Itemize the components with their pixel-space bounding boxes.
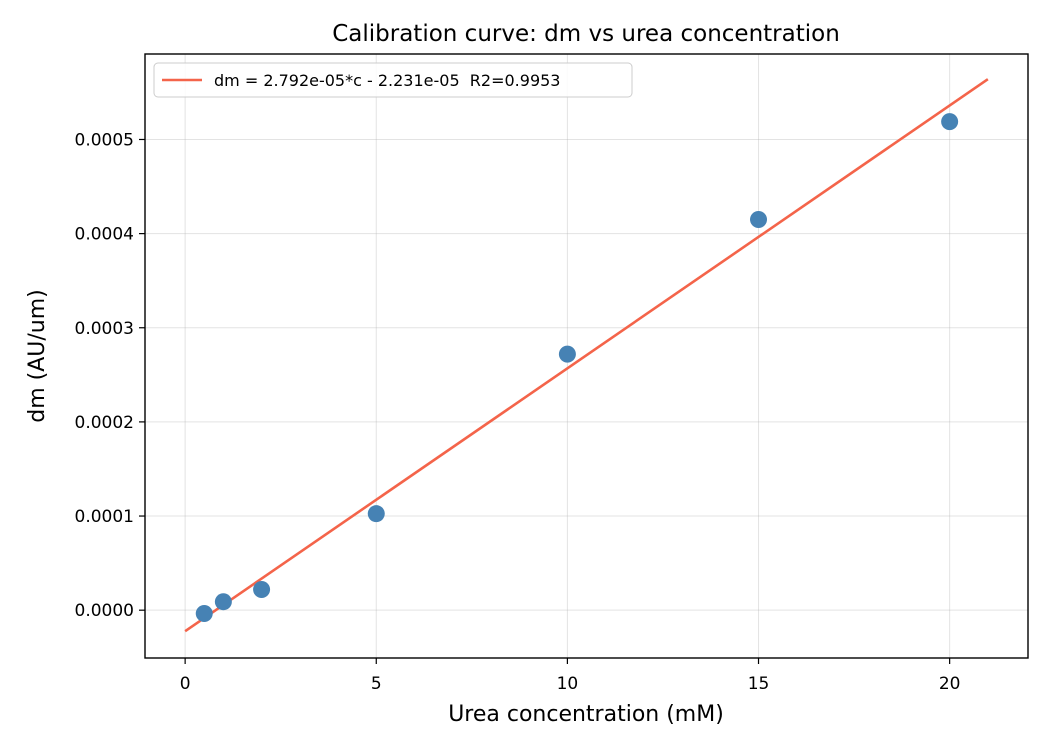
axis-ticks-layer: 0 5 10 15 20 0.0000 0.0001 0.0002 0.0003 0.0004 0.…	[75, 130, 961, 694]
data-point	[195, 604, 213, 622]
plot-area-frame	[144, 53, 1029, 659]
data-points-layer	[195, 113, 959, 622]
y-tick-label: 0.0001	[75, 507, 134, 527]
x-tick-label: 5	[371, 674, 382, 694]
data-point	[214, 593, 232, 611]
x-tick-label: 0	[180, 674, 191, 694]
y-tick-label: 0.0003	[75, 319, 134, 339]
data-point	[750, 210, 768, 228]
legend: dm = 2.792e-05*c - 2.231e-05 R2=0.9953	[153, 62, 633, 98]
chart-title: Calibration curve: dm vs urea concentrat…	[332, 21, 840, 47]
data-point	[941, 113, 959, 131]
legend-box	[153, 62, 633, 98]
x-tick-label: 10	[557, 674, 579, 694]
x-tick-label: 15	[748, 674, 770, 694]
y-tick-label: 0.0004	[75, 225, 134, 245]
y-tick-label: 0.0002	[75, 413, 134, 433]
legend-fit-label: dm = 2.792e-05*c - 2.231e-05 R2=0.9953	[214, 71, 560, 90]
x-axis-label: Urea concentration (mM)	[448, 702, 724, 727]
y-tick-label: 0.0000	[75, 601, 134, 621]
data-point	[367, 505, 385, 523]
fit-line-layer	[184, 78, 989, 633]
y-axis-label: dm (AU/um)	[25, 289, 50, 423]
data-point	[558, 345, 576, 363]
y-tick-label: 0.0005	[75, 130, 134, 150]
grid-layer	[145, 54, 1028, 658]
fit-line	[184, 78, 989, 633]
x-tick-label: 20	[939, 674, 961, 694]
data-point	[253, 580, 271, 598]
